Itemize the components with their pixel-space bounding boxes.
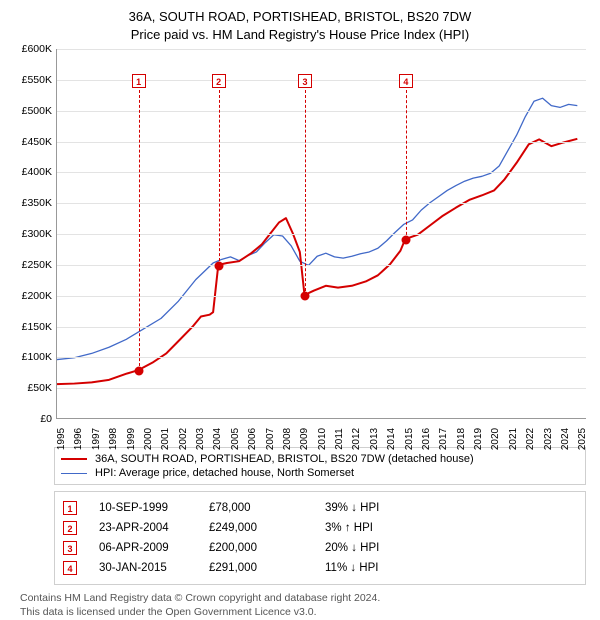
title-line-2: Price paid vs. HM Land Registry's House … <box>10 26 590 44</box>
y-tick-label: £400K <box>22 166 52 178</box>
legend-label: 36A, SOUTH ROAD, PORTISHEAD, BRISTOL, BS… <box>95 453 474 465</box>
x-axis: 1995199619971998199920002001200220032004… <box>56 419 586 439</box>
gridline <box>57 49 586 50</box>
gridline <box>57 142 586 143</box>
transaction-number-box: 4 <box>63 561 77 575</box>
gridline <box>57 388 586 389</box>
transactions-table: 1 10-SEP-1999 £78,000 39% ↓ HPI 2 23-APR-2004… <box>54 491 586 585</box>
marker-vline <box>139 90 140 371</box>
transaction-number-box: 1 <box>63 501 77 515</box>
transaction-date: 06-APR-2009 <box>83 542 203 554</box>
gridline <box>57 234 586 235</box>
marker-vline <box>406 90 407 240</box>
y-tick-label: £150K <box>22 321 52 333</box>
gridline <box>57 265 586 266</box>
title-block: 36A, SOUTH ROAD, PORTISHEAD, BRISTOL, BS… <box>10 8 590 43</box>
gridline <box>57 357 586 358</box>
marker-label-box: 1 <box>132 74 146 88</box>
marker-dot <box>300 291 309 300</box>
y-tick-label: £200K <box>22 290 52 302</box>
y-tick-label: £350K <box>22 197 52 209</box>
marker-label-box: 3 <box>298 74 312 88</box>
legend-label: HPI: Average price, detached house, Nort… <box>95 467 354 479</box>
y-tick-label: £500K <box>22 105 52 117</box>
marker-label-box: 4 <box>399 74 413 88</box>
transaction-date: 23-APR-2004 <box>83 522 203 534</box>
transaction-row: 2 23-APR-2004 £249,000 3% ↑ HPI <box>63 518 577 538</box>
legend-row: HPI: Average price, detached house, Nort… <box>61 466 579 480</box>
y-tick-label: £100K <box>22 351 52 363</box>
gridline <box>57 203 586 204</box>
transaction-row: 3 06-APR-2009 £200,000 20% ↓ HPI <box>63 538 577 558</box>
gridline <box>57 327 586 328</box>
transaction-diff: 20% ↓ HPI <box>325 542 435 554</box>
y-tick-label: £250K <box>22 259 52 271</box>
marker-dot <box>401 235 410 244</box>
y-tick-label: £300K <box>22 228 52 240</box>
y-tick-label: £600K <box>22 43 52 55</box>
legend-box: 36A, SOUTH ROAD, PORTISHEAD, BRISTOL, BS… <box>54 447 586 485</box>
property-series-line <box>57 139 577 384</box>
transaction-date: 30-JAN-2015 <box>83 562 203 574</box>
title-line-1: 36A, SOUTH ROAD, PORTISHEAD, BRISTOL, BS… <box>10 8 590 26</box>
transaction-price: £78,000 <box>209 502 319 514</box>
y-tick-label: £450K <box>22 136 52 148</box>
y-tick-label: £50K <box>27 382 52 394</box>
footer-line-2: This data is licensed under the Open Gov… <box>20 605 586 619</box>
transaction-row: 1 10-SEP-1999 £78,000 39% ↓ HPI <box>63 498 577 518</box>
marker-vline <box>219 90 220 266</box>
y-axis: £0£50K£100K£150K£200K£250K£300K£350K£400… <box>10 49 56 419</box>
transaction-price: £200,000 <box>209 542 319 554</box>
plot-region: 1 2 3 4 <box>56 49 586 419</box>
marker-vline <box>305 90 306 296</box>
marker-dot <box>134 366 143 375</box>
chart-area: £0 £50K £100K £150K £200K £250K £300K £350K £400… <box>10 49 590 439</box>
transaction-date: 10-SEP-1999 <box>83 502 203 514</box>
marker-dot <box>214 261 223 270</box>
hpi-series-line <box>57 98 577 359</box>
transaction-number-box: 2 <box>63 521 77 535</box>
transaction-price: £249,000 <box>209 522 319 534</box>
legend-swatch <box>61 458 87 460</box>
legend-swatch <box>61 473 87 474</box>
footer-note: Contains HM Land Registry data © Crown c… <box>20 591 586 619</box>
transaction-diff: 39% ↓ HPI <box>325 502 435 514</box>
transaction-number-box: 3 <box>63 541 77 555</box>
y-tick-label: £550K <box>22 74 52 86</box>
gridline <box>57 111 586 112</box>
gridline <box>57 172 586 173</box>
page-container: 36A, SOUTH ROAD, PORTISHEAD, BRISTOL, BS… <box>0 0 600 620</box>
marker-label-box: 2 <box>212 74 226 88</box>
legend-row: 36A, SOUTH ROAD, PORTISHEAD, BRISTOL, BS… <box>61 452 579 466</box>
transaction-row: 4 30-JAN-2015 £291,000 11% ↓ HPI <box>63 558 577 578</box>
footer-line-1: Contains HM Land Registry data © Crown c… <box>20 591 586 605</box>
transaction-price: £291,000 <box>209 562 319 574</box>
transaction-diff: 11% ↓ HPI <box>325 562 435 574</box>
gridline <box>57 296 586 297</box>
y-tick-label: £0 <box>40 413 52 425</box>
transaction-diff: 3% ↑ HPI <box>325 522 435 534</box>
